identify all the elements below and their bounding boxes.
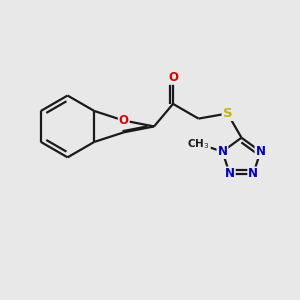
Text: O: O	[168, 71, 178, 84]
Text: N: N	[248, 167, 258, 180]
Text: S: S	[223, 107, 232, 120]
Text: N: N	[218, 145, 227, 158]
Text: N: N	[225, 167, 235, 180]
Text: CH$_3$: CH$_3$	[188, 137, 210, 151]
Text: N: N	[256, 145, 266, 158]
Text: O: O	[119, 114, 129, 127]
